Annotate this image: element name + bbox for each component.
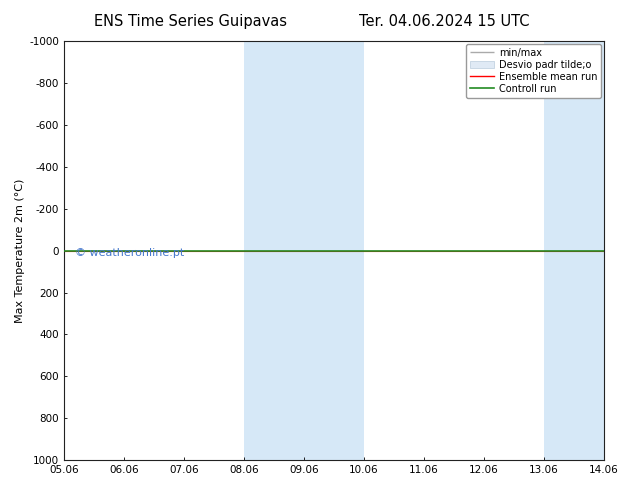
Text: Ter. 04.06.2024 15 UTC: Ter. 04.06.2024 15 UTC: [359, 14, 529, 29]
Bar: [244, 41, 304, 460]
Text: © weatheronline.pt: © weatheronline.pt: [75, 248, 184, 259]
Bar: [304, 41, 364, 460]
Legend: min/max, Desvio padr tilde;o, Ensemble mean run, Controll run: min/max, Desvio padr tilde;o, Ensemble m…: [466, 44, 601, 98]
Text: ENS Time Series Guipavas: ENS Time Series Guipavas: [94, 14, 287, 29]
Bar: [544, 41, 604, 460]
Y-axis label: Max Temperature 2m (°C): Max Temperature 2m (°C): [15, 178, 25, 323]
